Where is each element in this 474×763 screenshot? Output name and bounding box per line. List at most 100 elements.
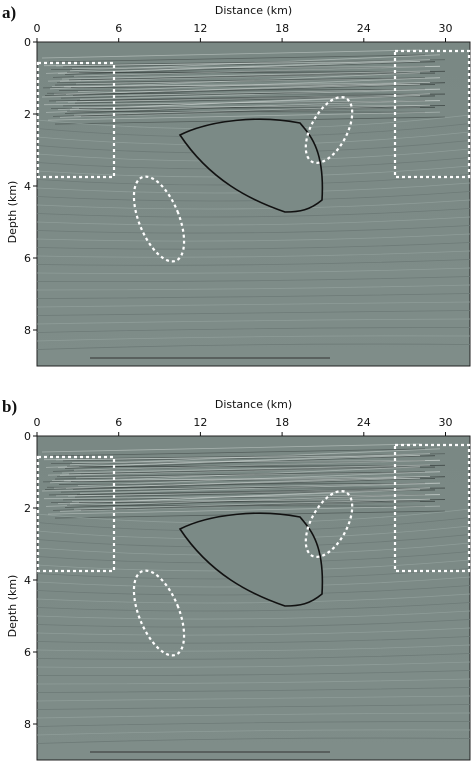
reflector — [75, 471, 441, 479]
x-tick-label: 18 — [275, 416, 289, 429]
reflector — [76, 59, 446, 66]
reflector — [80, 500, 436, 511]
reflector — [36, 670, 471, 677]
reflector — [36, 267, 471, 274]
panel-label: b) — [2, 397, 17, 416]
reflector — [36, 602, 471, 612]
reflector — [36, 678, 471, 685]
reflector — [47, 505, 441, 515]
reflector — [77, 471, 441, 486]
reflector — [45, 100, 441, 113]
x-tick-label: 18 — [275, 22, 289, 35]
reflector — [36, 327, 471, 333]
reflector — [36, 233, 471, 242]
reflector — [36, 695, 471, 702]
reflector — [36, 284, 471, 291]
x-tick-label: 0 — [34, 416, 41, 429]
y-tick-label: 8 — [24, 718, 31, 731]
reflector — [68, 466, 436, 475]
y-tick-label: 0 — [24, 36, 31, 49]
reflector — [36, 293, 471, 299]
highlight-ellipse — [304, 96, 354, 164]
x-tick-label: 12 — [193, 416, 207, 429]
reflector — [36, 619, 471, 628]
reflector — [47, 111, 441, 121]
reflector — [36, 301, 471, 308]
reflector — [73, 498, 431, 510]
reflector — [36, 585, 471, 596]
x-tick-label: 6 — [115, 22, 122, 35]
reflector — [45, 61, 421, 74]
y-axis-title: Depth (km) — [6, 575, 19, 638]
reflector — [73, 104, 431, 116]
x-axis-title: Distance (km) — [215, 398, 292, 411]
y-tick-label: 6 — [24, 646, 31, 659]
reflector — [76, 453, 446, 460]
reflector — [80, 106, 436, 117]
highlight-box — [36, 61, 116, 179]
reflector — [79, 482, 441, 494]
salt-body — [178, 512, 324, 607]
y-tick-label: 0 — [24, 430, 31, 443]
reflector — [36, 653, 471, 660]
reflector — [56, 77, 426, 84]
reflector — [77, 77, 441, 92]
reflector — [52, 104, 446, 117]
reflector — [36, 216, 471, 226]
reflector — [41, 49, 421, 59]
x-tick-label: 30 — [438, 22, 452, 35]
reflector — [41, 88, 441, 98]
reflector — [36, 225, 471, 234]
reflector — [48, 54, 426, 63]
reflector — [36, 661, 471, 668]
salt-body — [178, 118, 324, 213]
reflector — [36, 208, 471, 218]
reflector — [36, 242, 471, 250]
highlight-ellipse — [132, 175, 186, 263]
y-tick-label: 8 — [24, 324, 31, 337]
reflector — [48, 448, 426, 457]
y-tick-label: 6 — [24, 252, 31, 265]
reflector — [79, 88, 441, 100]
reflector — [36, 610, 471, 620]
reflector — [36, 636, 471, 644]
reflector — [76, 95, 436, 102]
reflector — [36, 259, 471, 266]
x-tick-label: 24 — [357, 416, 371, 429]
y-tick-label: 4 — [24, 180, 31, 193]
reflector — [56, 471, 426, 478]
reflector — [36, 318, 471, 325]
reflector — [36, 687, 471, 693]
reflector — [36, 276, 471, 283]
x-tick-label: 0 — [34, 22, 41, 35]
x-axis-title: Distance (km) — [215, 4, 292, 17]
reflector — [53, 477, 421, 489]
reflector — [36, 191, 471, 202]
reflector — [41, 482, 441, 492]
reflector — [36, 729, 471, 736]
reflector — [61, 70, 431, 80]
x-tick-label: 30 — [438, 416, 452, 429]
reflector — [45, 494, 441, 507]
reflector — [36, 721, 471, 727]
y-tick-label: 4 — [24, 574, 31, 587]
reflector — [36, 250, 471, 258]
reflector — [71, 460, 441, 463]
highlight-box — [393, 443, 471, 573]
reflector — [48, 93, 446, 102]
y-axis-title: Depth (km) — [6, 181, 19, 244]
reflector — [68, 72, 436, 81]
reflector — [52, 498, 446, 511]
panel-label: a) — [2, 3, 16, 22]
reflector — [36, 343, 471, 350]
reflector — [36, 627, 471, 636]
reflector — [36, 704, 471, 710]
reflector — [48, 487, 446, 496]
reflector — [36, 310, 471, 316]
highlight-ellipse — [304, 490, 354, 558]
reflector — [71, 66, 441, 69]
reflector — [36, 593, 471, 604]
x-tick-label: 6 — [115, 416, 122, 429]
